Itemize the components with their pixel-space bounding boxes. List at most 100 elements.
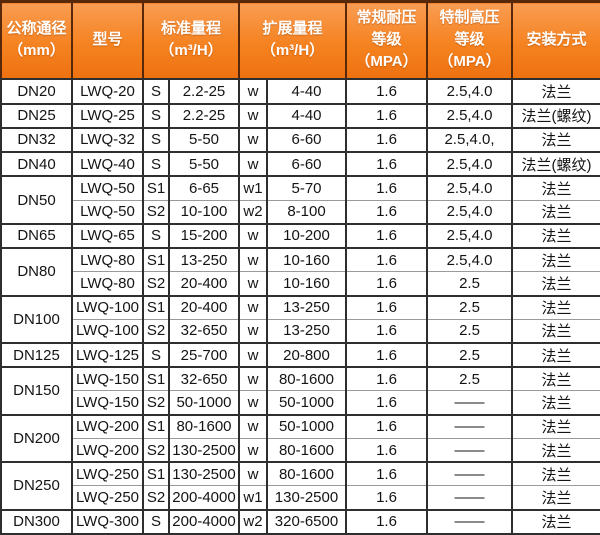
regular-pressure-cell: 1.6 xyxy=(345,294,428,320)
header-extended-range: 扩展量程 （m³/H） xyxy=(238,0,347,81)
extended-range-value-cell: 320-6500 xyxy=(266,508,347,534)
extended-range-marker-cell: w xyxy=(238,151,268,177)
standard-range-marker-cell: S xyxy=(142,78,170,104)
extended-range-value-cell: 10-160 xyxy=(266,271,347,296)
standard-range-value-cell: 130-2500 xyxy=(168,437,240,463)
extended-range-value-cell: 130-2500 xyxy=(266,485,347,510)
nominal-diameter-cell: DN32 xyxy=(0,126,73,153)
header-label: （m³/H） xyxy=(159,41,223,59)
table-row: LWQ-200 S2 130-2500 w 80-1600 1.6 —— 法兰 xyxy=(1,437,600,463)
installation-cell: 法兰 xyxy=(511,126,600,153)
standard-range-marker-cell: S1 xyxy=(142,294,170,320)
model-cell: LWQ-300 xyxy=(71,508,144,534)
installation-cell: 法兰 xyxy=(511,199,600,224)
standard-range-value-cell: 32-650 xyxy=(168,318,240,343)
extended-range-value-cell: 6-60 xyxy=(266,126,347,153)
standard-range-marker-cell: S xyxy=(142,126,170,153)
standard-range-value-cell: 20-400 xyxy=(168,271,240,296)
standard-range-marker-cell: S2 xyxy=(142,390,170,415)
nominal-diameter-cell: DN100 xyxy=(0,294,73,343)
table-header: 公称通径 （mm） 型号 标准量程 （m³/H） 扩展量程 （m³/H） 常规耐压 等级… xyxy=(0,0,600,81)
standard-range-value-cell: 130-2500 xyxy=(168,461,240,486)
installation-cell: 法兰 xyxy=(511,508,600,534)
regular-pressure-cell: 1.6 xyxy=(345,366,428,391)
extended-range-marker-cell: w xyxy=(238,366,268,391)
special-pressure-cell: —— xyxy=(426,508,513,534)
extended-range-marker-cell: w xyxy=(238,413,268,439)
regular-pressure-cell: 1.6 xyxy=(345,247,428,272)
extended-range-marker-cell: w2 xyxy=(238,199,268,224)
header-label: 公称通径 xyxy=(6,19,67,37)
header-label: （m³/H） xyxy=(260,41,325,59)
model-cell: LWQ-100 xyxy=(71,294,144,320)
special-pressure-cell: 2.5 xyxy=(426,366,513,391)
extended-range-value-cell: 5-70 xyxy=(266,175,347,201)
standard-range-value-cell: 32-650 xyxy=(168,366,240,391)
model-cell: LWQ-150 xyxy=(71,366,144,391)
table-row: LWQ-100 S2 32-650 w 13-250 1.6 2.5 法兰 xyxy=(1,318,600,343)
regular-pressure-cell: 1.6 xyxy=(345,437,428,463)
special-pressure-cell: 2.5 xyxy=(426,318,513,343)
extended-range-marker-cell: w xyxy=(238,78,268,104)
special-pressure-cell: —— xyxy=(426,390,513,415)
standard-range-marker-cell: S1 xyxy=(142,413,170,439)
header-nominal-diameter: 公称通径 （mm） xyxy=(0,0,73,81)
table-row: DN100 LWQ-100 S1 20-400 w 13-250 1.6 2.5… xyxy=(0,294,600,343)
special-pressure-cell: —— xyxy=(426,461,513,486)
nominal-diameter-cell: DN150 xyxy=(0,366,73,415)
special-pressure-cell: 2.5,4.0 xyxy=(426,222,513,249)
special-pressure-cell: 2.5,4.0 xyxy=(426,78,513,104)
standard-range-marker-cell: S1 xyxy=(142,366,170,391)
nominal-diameter-cell: DN125 xyxy=(0,341,73,368)
standard-range-value-cell: 6-65 xyxy=(168,175,240,201)
model-cell: LWQ-200 xyxy=(71,437,144,463)
nominal-diameter-cell: DN200 xyxy=(0,413,73,463)
special-pressure-cell: —— xyxy=(426,413,513,439)
nominal-diameter-cell: DN300 xyxy=(0,508,73,534)
header-label: 扩展量程 xyxy=(262,19,323,37)
header-label: 型号 xyxy=(92,30,123,48)
extended-range-marker-cell: w xyxy=(238,341,268,368)
installation-cell: 法兰 xyxy=(511,271,600,296)
table-body: DN20 LWQ-20 S 2.2-25 w 4-40 1.6 2.5,4.0 … xyxy=(0,78,600,534)
standard-range-value-cell: 5-50 xyxy=(168,126,240,153)
extended-range-value-cell: 80-1600 xyxy=(266,437,347,463)
extended-range-marker-cell: w xyxy=(238,126,268,153)
regular-pressure-cell: 1.6 xyxy=(345,461,428,486)
model-cell: LWQ-50 xyxy=(71,199,144,224)
special-pressure-cell: 2.5,4.0 xyxy=(426,247,513,272)
installation-cell: 法兰 xyxy=(511,366,600,391)
installation-cell: 法兰 xyxy=(511,222,600,249)
regular-pressure-cell: 1.6 xyxy=(345,413,428,439)
extended-range-value-cell: 50-1000 xyxy=(266,413,347,439)
table-row: LWQ-80 S2 20-400 w 10-160 1.6 2.5 法兰 xyxy=(1,271,600,296)
extended-range-value-cell: 8-100 xyxy=(266,199,347,224)
installation-cell: 法兰 xyxy=(511,390,600,415)
standard-range-value-cell: 10-100 xyxy=(168,199,240,224)
table-row: DN65 LWQ-65 S 15-200 w 10-200 1.6 2.5,4.… xyxy=(0,222,600,249)
regular-pressure-cell: 1.6 xyxy=(345,222,428,249)
header-row: 公称通径 （mm） 型号 标准量程 （m³/H） 扩展量程 （m³/H） 常规耐压 等级… xyxy=(0,0,600,81)
table-row: DN80 LWQ-80 S1 13-250 w 10-160 1.6 2.5,4… xyxy=(0,247,600,296)
standard-range-marker-cell: S2 xyxy=(142,437,170,463)
extended-range-value-cell: 20-800 xyxy=(266,341,347,368)
model-cell: LWQ-80 xyxy=(71,247,144,272)
standard-range-marker-cell: S1 xyxy=(142,247,170,272)
nominal-diameter-cell: DN25 xyxy=(0,102,73,128)
model-cell: LWQ-80 xyxy=(71,271,144,296)
model-cell: LWQ-100 xyxy=(71,318,144,343)
header-label: 等级（MPA） xyxy=(355,30,418,70)
model-cell: LWQ-200 xyxy=(71,413,144,439)
regular-pressure-cell: 1.6 xyxy=(345,341,428,368)
model-cell: LWQ-125 xyxy=(71,341,144,368)
extended-range-value-cell: 4-40 xyxy=(266,78,347,104)
standard-range-value-cell: 15-200 xyxy=(168,222,240,249)
header-model: 型号 xyxy=(71,0,144,81)
header-label: 标准量程 xyxy=(160,19,221,37)
model-cell: LWQ-250 xyxy=(71,461,144,486)
standard-range-value-cell: 200-4000 xyxy=(168,508,240,534)
regular-pressure-cell: 1.6 xyxy=(345,102,428,128)
header-label: 特制高压 xyxy=(439,9,500,26)
